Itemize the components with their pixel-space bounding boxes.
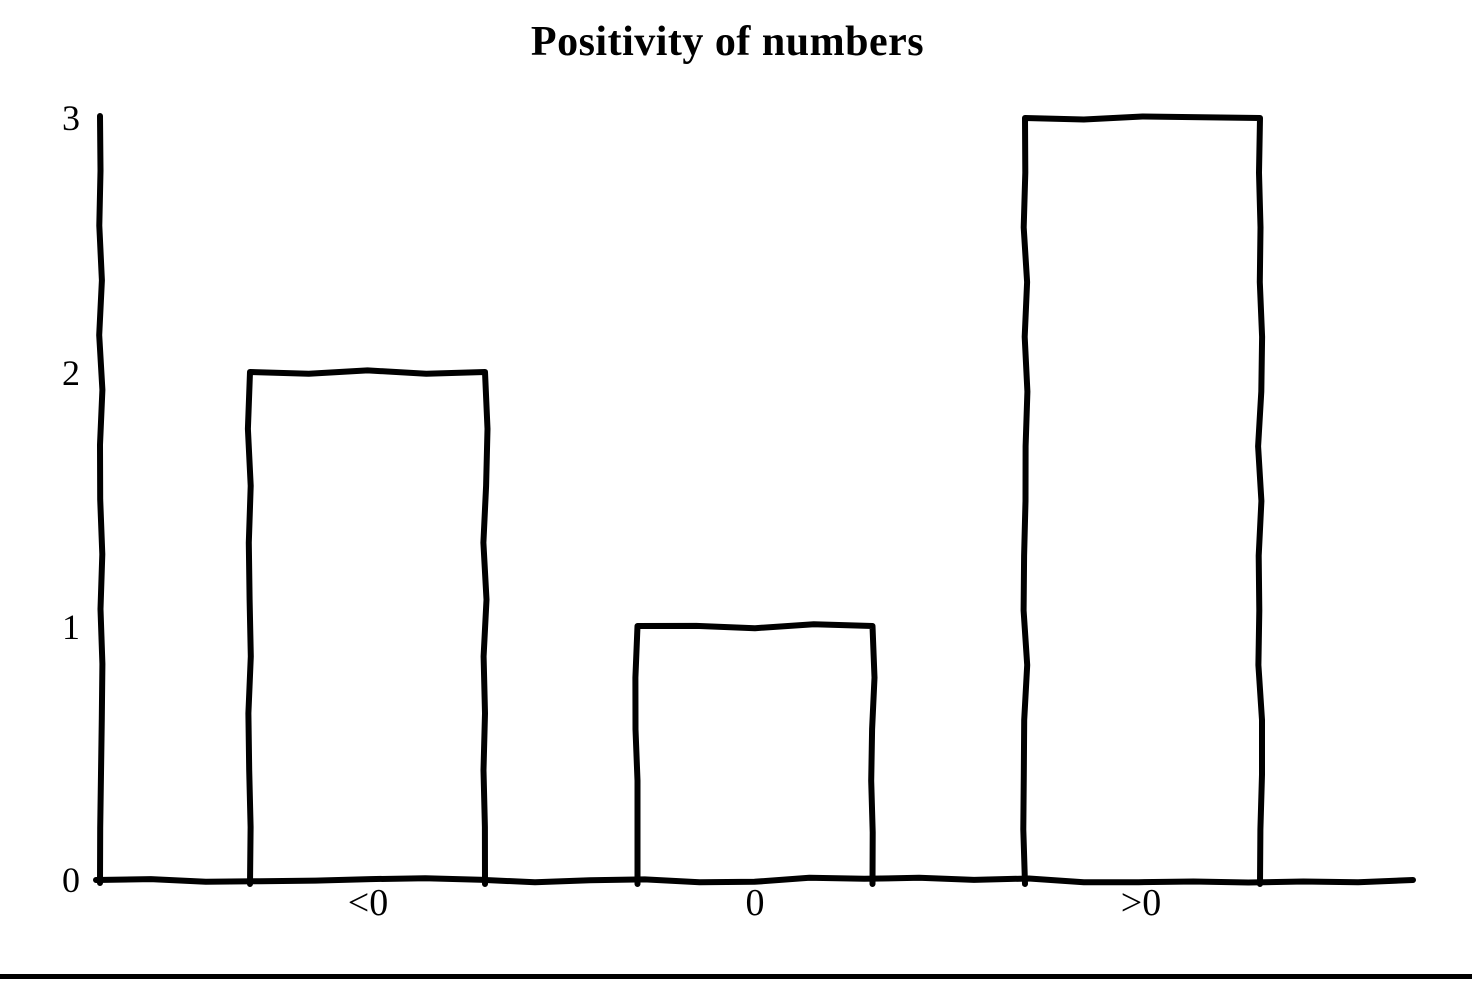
chart-title: Positivity of numbers bbox=[530, 19, 925, 65]
x-category-label-lt0: <0 bbox=[347, 882, 389, 924]
x-category-label-gt0: >0 bbox=[1120, 882, 1162, 924]
bar-lt0 bbox=[244, 367, 491, 887]
y-axis-line bbox=[96, 113, 106, 886]
y-tick-label-3: 3 bbox=[62, 98, 80, 138]
bar-0 bbox=[632, 621, 878, 887]
x-category-label-0: 0 bbox=[745, 882, 765, 924]
bar-gt0 bbox=[1020, 113, 1266, 887]
y-tick-label-2: 2 bbox=[62, 353, 80, 393]
x-axis-line bbox=[93, 874, 1416, 886]
y-tick-label-0: 0 bbox=[62, 860, 80, 900]
y-tick-label-1: 1 bbox=[62, 607, 80, 647]
bottom-divider bbox=[0, 974, 1472, 979]
